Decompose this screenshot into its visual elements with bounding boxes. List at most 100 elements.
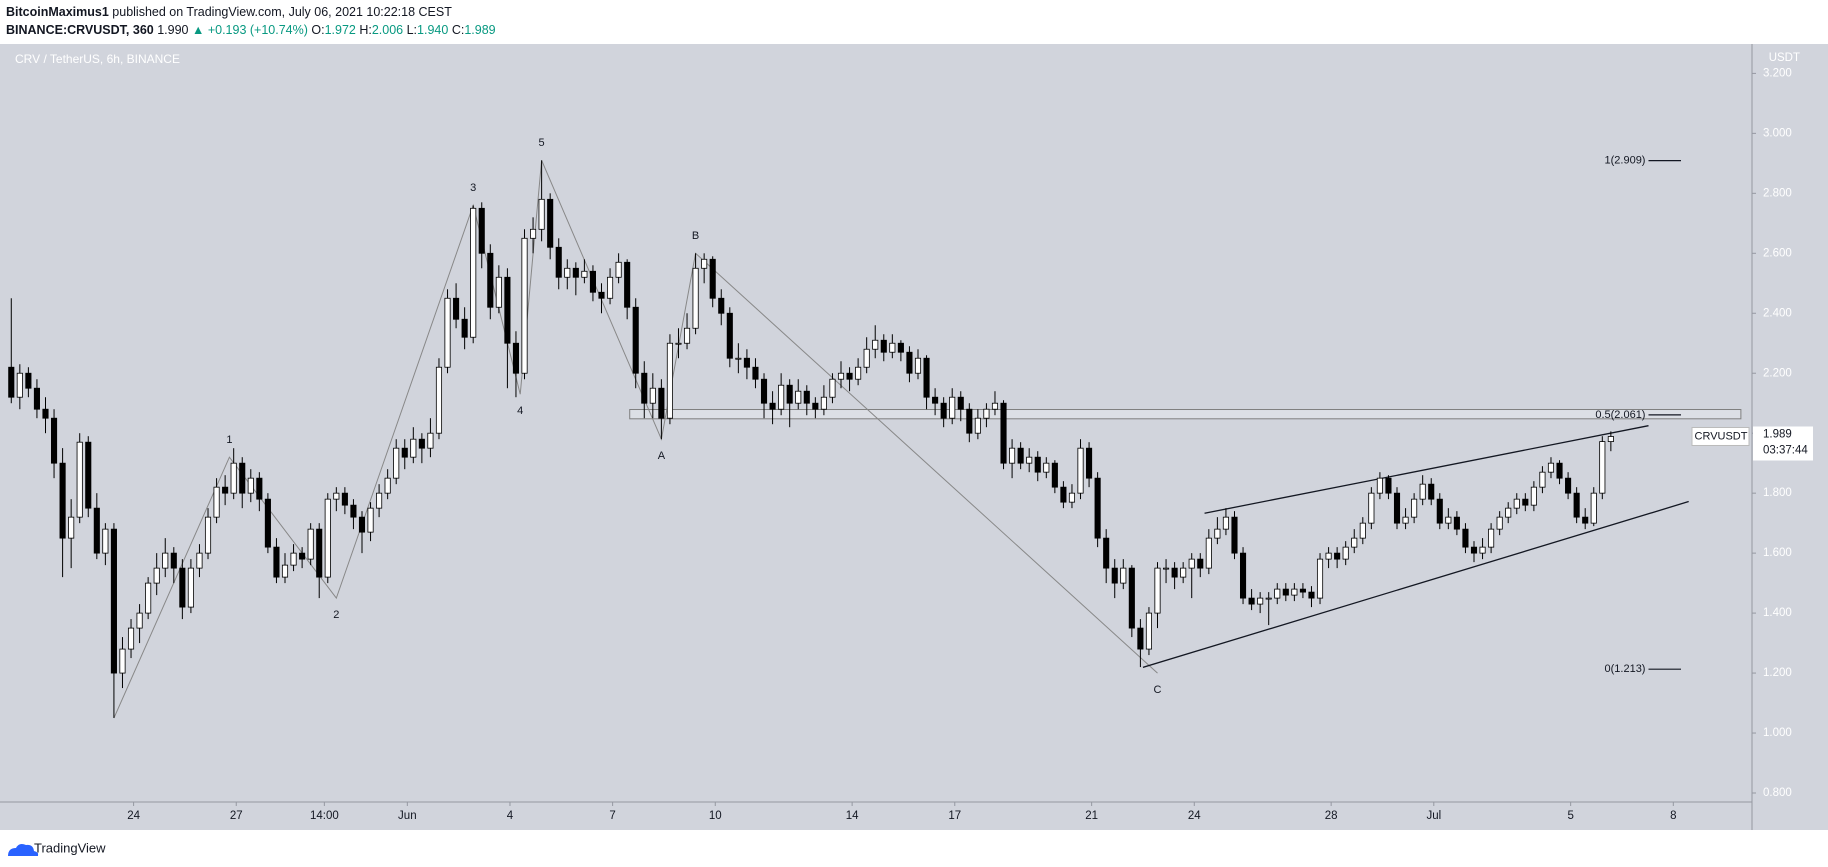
x-tick-label: Jun	[398, 810, 417, 822]
candle-body	[760, 378, 768, 404]
ohlc-values: O:1.972 H:2.006 L:1.940 C:1.989	[311, 23, 495, 37]
y-tick-label: 1.200	[1763, 667, 1792, 679]
candle-body	[68, 516, 75, 539]
y-tick-label: 3.000	[1763, 127, 1792, 139]
candle-body	[1505, 507, 1512, 518]
candle-body	[855, 366, 862, 380]
candle-body	[1565, 477, 1572, 494]
x-tick-label: 27	[230, 810, 243, 822]
ohlc-value: 1.989	[464, 23, 496, 37]
candle-body	[478, 207, 485, 254]
candle-body	[1470, 546, 1478, 554]
candle-body	[1043, 462, 1050, 473]
y-tick-label: 1.800	[1763, 487, 1792, 499]
candle-body	[42, 408, 49, 419]
candle-body	[1428, 483, 1435, 500]
currency-label: USDT	[1769, 52, 1800, 64]
y-tick-label: 1.600	[1763, 547, 1792, 559]
candle-body	[829, 378, 836, 398]
x-tick-label: 21	[1085, 810, 1098, 822]
candle-body	[1265, 597, 1272, 600]
x-tick-label: 10	[709, 810, 722, 822]
wedge-line	[1142, 500, 1689, 668]
candle-body	[504, 276, 511, 344]
candle-body	[1231, 516, 1238, 554]
candle-body	[1351, 537, 1358, 548]
candle-body	[213, 486, 220, 518]
candle-body	[983, 408, 990, 419]
candle-body	[307, 528, 314, 560]
candle-body	[1120, 567, 1127, 584]
candle-body	[299, 552, 306, 560]
footer-logo	[8, 844, 39, 856]
candle-body	[76, 441, 83, 518]
candle-body	[666, 342, 673, 419]
candle-body	[1017, 447, 1024, 464]
candle-body	[1582, 516, 1589, 524]
candle-body	[1009, 447, 1016, 464]
candle-body	[247, 477, 254, 494]
symbol: BINANCE:CRVUSDT, 360	[6, 23, 154, 37]
candle-body	[435, 366, 443, 434]
candle-body	[1145, 612, 1153, 650]
published: published on TradingView.com, July 06, 2…	[112, 5, 452, 19]
candle-body	[846, 372, 853, 380]
candle-body	[966, 408, 973, 434]
candle-body	[1103, 537, 1110, 569]
candle-body	[358, 516, 366, 533]
candle-body	[1334, 552, 1341, 560]
candle-body	[427, 432, 434, 449]
candle-body	[1607, 436, 1614, 442]
candle-body	[1411, 498, 1418, 518]
candle-body	[1154, 567, 1161, 614]
candle-body	[1034, 456, 1041, 473]
x-tick-label: 4	[507, 810, 514, 822]
candle-body	[1197, 558, 1204, 569]
candle-body	[1000, 402, 1007, 464]
x-tick-label: 14	[846, 810, 859, 822]
candle-body	[803, 390, 810, 404]
candle-body	[572, 267, 579, 278]
ohlc-value: 2.006	[371, 23, 404, 37]
candle-body	[25, 372, 32, 389]
candle-body	[949, 396, 956, 419]
x-tick-label: 5	[1567, 810, 1573, 822]
candle-body	[256, 477, 263, 500]
candle-body	[1274, 588, 1281, 599]
logo-icon	[8, 844, 39, 856]
support-zone	[629, 409, 1742, 420]
x-tick-label: 24	[1188, 810, 1201, 822]
candle-body	[1257, 597, 1264, 605]
ohlc-label: O:	[311, 23, 325, 37]
candle-body	[1137, 627, 1144, 650]
chart-background	[0, 44, 1828, 830]
candle-body	[444, 297, 451, 368]
candle-body	[786, 384, 793, 404]
candle-body	[136, 612, 143, 629]
candle-body	[222, 486, 229, 494]
candle-body	[470, 207, 477, 338]
candle-body	[1530, 486, 1537, 506]
candle-body	[658, 387, 665, 419]
candle-body	[230, 462, 237, 494]
wave-label: 2	[333, 609, 339, 621]
candle-body	[897, 342, 904, 353]
header-line: BitcoinMaximus1 published on TradingView…	[6, 3, 496, 21]
candle-body	[692, 267, 699, 329]
ohlc-value: 1.940	[417, 23, 449, 37]
wedge-line	[1204, 425, 1649, 514]
candle-body	[769, 402, 776, 410]
candle-body	[1376, 477, 1383, 494]
x-tick-label: 14:00	[310, 810, 339, 822]
candle-body	[179, 567, 186, 608]
candle-body	[401, 447, 408, 458]
candle-body	[16, 372, 23, 398]
candle-body	[1299, 588, 1306, 593]
footer-brand: TradingView	[34, 840, 106, 855]
y-tick-label: 2.400	[1763, 307, 1792, 319]
candle-body	[589, 270, 596, 293]
candle-body	[1402, 516, 1409, 524]
candle-body	[1479, 546, 1486, 554]
candle-body	[324, 498, 331, 578]
